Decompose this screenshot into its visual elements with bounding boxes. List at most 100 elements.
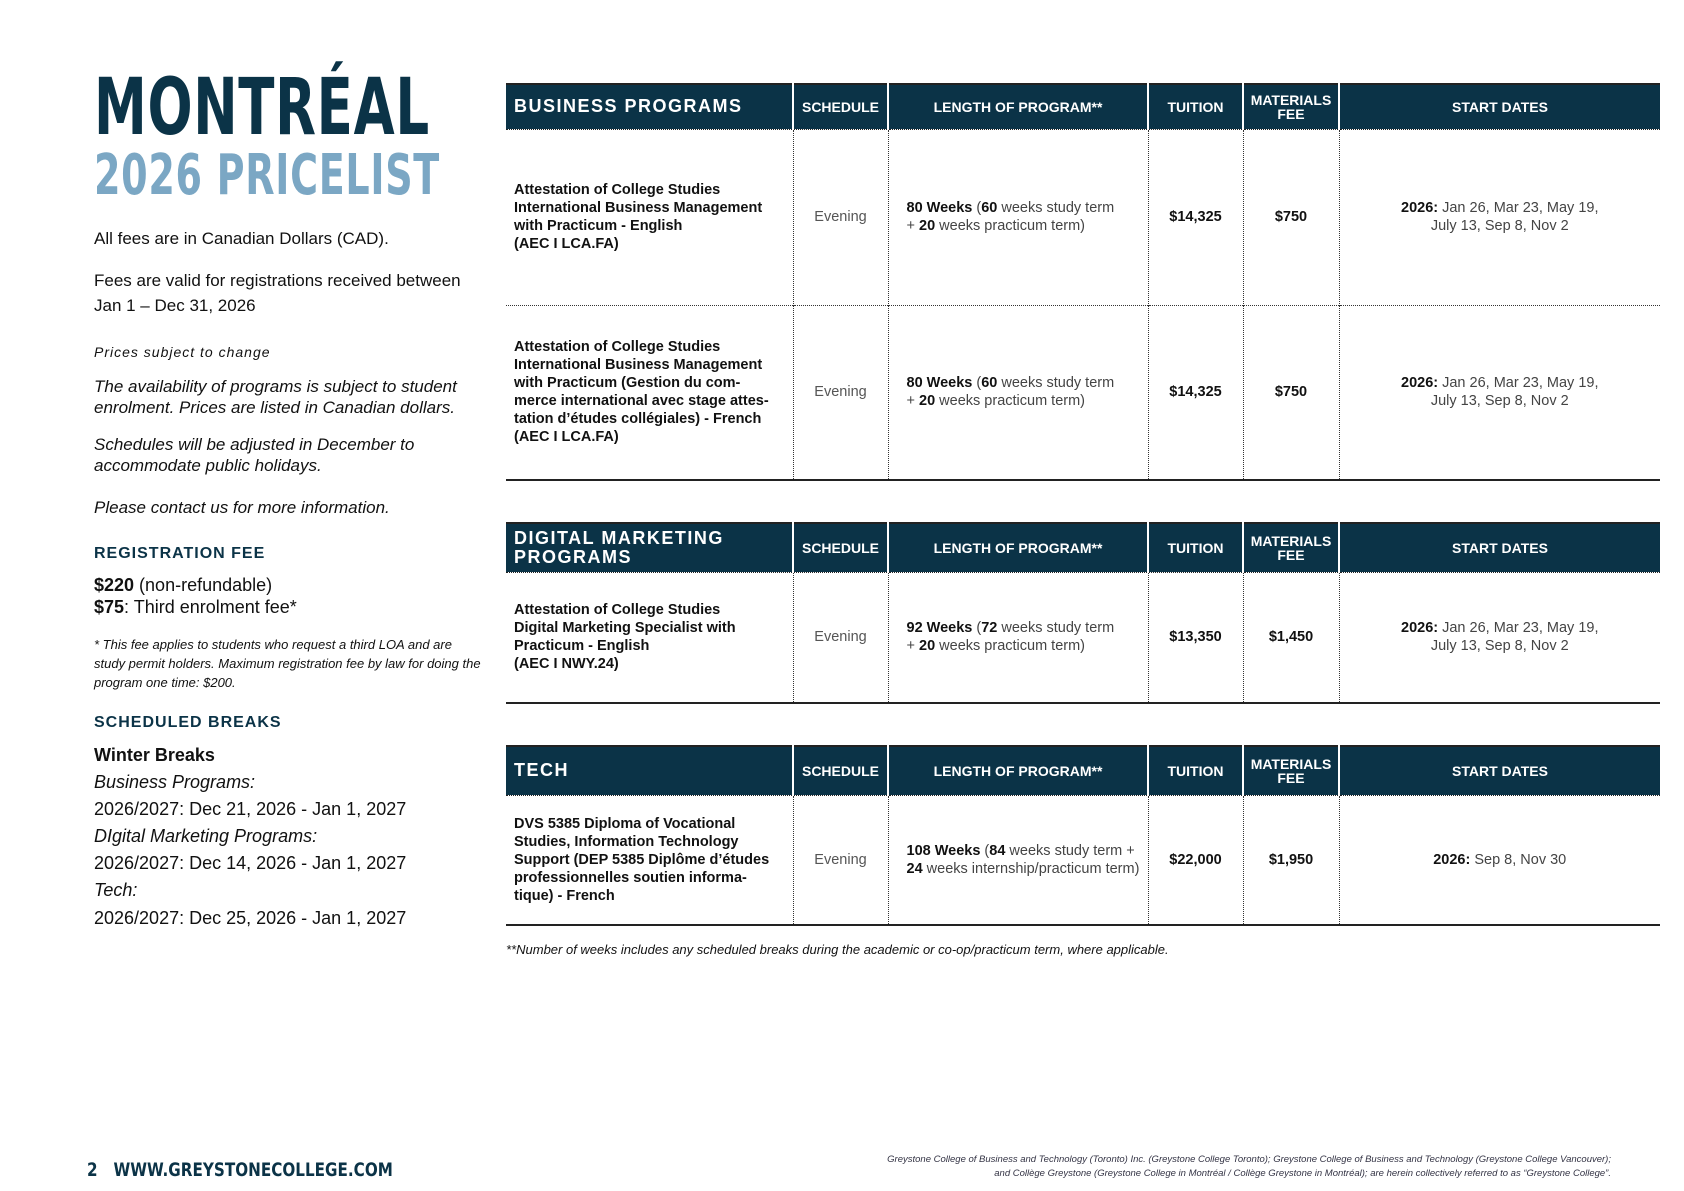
column-header: TUITION [1147,746,1243,795]
program-name-line: International Business Management [514,357,763,374]
program-name-line: Digital Marketing Specialist with [514,620,736,637]
length-segment: weeks practicum term) [935,218,1086,234]
prices-subject-note: Prices subject to change [94,344,271,360]
table-title: DIGITAL MARKETING PROGRAMS [506,523,793,572]
length-segment: + [906,638,919,655]
length-segment: ( [972,200,982,216]
tuition-cell: $14,325 [1147,129,1243,305]
program-name-line: DVS 5385 Diploma of Vocational [514,815,736,832]
column-header-label: SCHEDULE [801,539,879,556]
program-length: 80 Weeks (60 weeks study term + 20 weeks … [887,129,1148,305]
column-header-label: FEE [1277,769,1305,786]
table-header-row: DIGITAL MARKETING PROGRAMS SCHEDULE LENGTH … [506,523,1660,572]
validity-line-2: Jan 1 – Dec 31, 2026 [94,296,256,315]
table-title: BUSINESS PROGRAMS [506,84,793,129]
schedule-cell: Evening [792,795,888,926]
column-header-label: MATERIALS [1250,532,1332,549]
program-name-line: International Business Management [514,200,763,216]
length-segment: 60 [981,375,998,392]
column-header: TUITION [1147,523,1243,572]
column-header: SCHEDULE [792,84,888,129]
website-link[interactable]: WWW.GREYSTONECOLLEGE.COM [113,1159,393,1181]
materials-fee-cell: $750 [1242,304,1339,481]
column-header: TUITION [1147,84,1243,129]
column-header-label: START DATES [1452,98,1548,115]
availability-line-2: enrolment. Prices are listed in Canadian… [94,398,455,417]
column-header: START DATES [1338,746,1660,795]
program-name-line: merce international avec stage attes- [514,393,769,410]
program-name-line: with Practicum - English [514,218,683,234]
program-name-line: tique) - French [514,887,615,904]
start-dates-cell: 2026: Jan 26, Mar 23, May 19, July 13, Se… [1338,129,1660,305]
length-segment: 92 Weeks [906,620,973,637]
length-segment: weeks practicum term) [935,638,1086,655]
program-name-line: with Practicum (Gestion du com- [514,375,741,392]
table-row: DVS 5385 Diploma of Vocational Studies, I… [506,795,1660,926]
column-header: START DATES [1338,84,1660,129]
column-header-label: TUITION [1167,762,1224,779]
program-name-line: professionnelles soutien informa- [514,869,747,886]
column-header-label: MATERIALS [1250,755,1332,772]
program-name-line: Attestation of College Studies [514,182,721,198]
table-row: Attestation of College Studies Digital Ma… [506,572,1660,704]
fee-amount: $220 [94,575,135,595]
program-name-line: (AEC I LCA.FA) [514,429,619,446]
materials-fee-cell: $1,950 [1242,795,1339,926]
registration-fee-2: $75: Third enrolment fee* [94,595,297,619]
length-segment: 72 [981,620,998,637]
program-name-line: Practicum - English [514,638,650,655]
schedule-cell: Evening [792,304,888,481]
date-segment: July 13, Sep 8, Nov 2 [1430,393,1569,410]
program-name-line: Attestation of College Studies [514,339,721,356]
table-title-line: BUSINESS PROGRAMS [514,96,743,117]
date-segment: 2026: [1401,620,1439,637]
program-name-line: tation d’études collégiales) - French [514,411,762,428]
length-segment: 80 Weeks [906,200,973,216]
length-segment: ( [980,842,990,859]
column-header-label: START DATES [1452,539,1548,556]
length-segment: 24 [906,860,923,877]
registration-fee-heading: REGISTRATION FEE [94,545,266,562]
date-segment: Jan 26, Mar 23, May 19, [1438,375,1599,392]
schedule-cell: Evening [792,129,888,305]
column-header-label: LENGTH OF PROGRAM** [933,539,1103,556]
tuition-cell: $22,000 [1147,795,1243,926]
length-segment: weeks practicum term) [935,393,1086,410]
column-header: SCHEDULE [792,523,888,572]
column-header-label: TUITION [1167,98,1224,115]
table-row: Attestation of College Studies Internatio… [506,129,1660,305]
program-name: DVS 5385 Diploma of Vocational Studies, I… [506,795,793,926]
program-length: 80 Weeks (60 weeks study term + 20 weeks … [887,304,1148,481]
column-header: MATERIALS FEE [1242,84,1339,129]
table-header-row: TECH SCHEDULE LENGTH OF PROGRAM** TUITION MA… [506,746,1660,795]
date-segment: Jan 26, Mar 23, May 19, [1438,200,1599,216]
schedule-cell: Evening [792,572,888,704]
column-header: SCHEDULE [792,746,888,795]
length-segment: + [906,393,919,410]
page-subtitle: 2026 PRICELIST [94,143,440,208]
column-header-label: SCHEDULE [801,98,879,115]
fee-text: : Third enrolment fee* [124,597,297,617]
validity-line-1: Fees are valid for registrations receive… [94,271,461,290]
column-header: LENGTH OF PROGRAM** [887,523,1148,572]
legal-notice: Greystone College of Business and Techno… [887,1153,1611,1181]
start-dates-cell: 2026: Jan 26, Mar 23, May 19, July 13, Se… [1338,572,1660,704]
price-table: TECH SCHEDULE LENGTH OF PROGRAM** TUITION MA… [506,745,1660,926]
start-dates-cell: 2026: Jan 26, Mar 23, May 19, July 13, Se… [1338,304,1660,481]
length-segment: 20 [919,638,936,655]
table-title: TECH [506,746,793,795]
materials-fee-cell: $750 [1242,129,1339,305]
schedules-line-1: Schedules will be adjusted in December t… [94,435,415,454]
column-header: MATERIALS FEE [1242,523,1339,572]
tuition-cell: $14,325 [1147,304,1243,481]
length-segment: weeks study term [997,620,1115,637]
length-segment: + [906,218,919,234]
price-table: DIGITAL MARKETING PROGRAMS SCHEDULE LENGTH … [506,522,1660,704]
program-name-line: Attestation of College Studies [514,602,721,619]
length-segment: weeks study term + [1005,842,1135,859]
date-segment: 2026: [1401,375,1439,392]
column-header: START DATES [1338,523,1660,572]
date-segment: Jan 26, Mar 23, May 19, [1438,620,1599,637]
length-segment: weeks study term [997,200,1115,216]
column-header-label: START DATES [1452,762,1548,779]
